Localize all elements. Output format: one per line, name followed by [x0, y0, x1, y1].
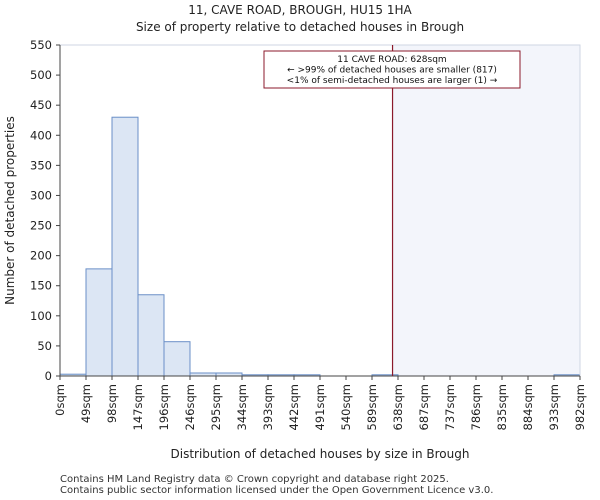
annotation-box — [263, 50, 521, 89]
x-tick-label: 638sqm — [391, 384, 405, 430]
y-tick-label: 200 — [30, 249, 52, 263]
footer-copyright: Contains HM Land Registry data © Crown c… — [60, 474, 449, 485]
annotation-line: 11 CAVE ROAD: 628sqm — [337, 55, 446, 65]
y-tick-label: 500 — [30, 68, 52, 82]
x-tick-label: 491sqm — [313, 384, 327, 430]
y-tick-label: 50 — [37, 339, 52, 353]
x-tick-label: 49sqm — [79, 384, 93, 423]
x-tick-label: 687sqm — [417, 384, 431, 430]
annotation-line: ← >99% of detached houses are smaller (8… — [287, 66, 497, 76]
x-tick-label: 737sqm — [443, 384, 457, 430]
x-axis-title: Distribution of detached houses by size … — [171, 447, 470, 461]
x-tick-label: 393sqm — [261, 384, 275, 430]
x-tick-label: 884sqm — [521, 384, 535, 430]
x-tick-label: 835sqm — [495, 384, 509, 430]
y-tick-label: 0 — [45, 369, 52, 383]
histogram-bar — [163, 341, 191, 377]
x-tick-label: 147sqm — [131, 384, 145, 430]
y-tick-label: 250 — [30, 219, 52, 233]
highlight-region — [392, 45, 580, 376]
chart-title: 11, CAVE ROAD, BROUGH, HU15 1HA — [188, 3, 412, 17]
chart-subtitle: Size of property relative to detached ho… — [135, 20, 465, 34]
y-tick-label: 450 — [30, 98, 52, 112]
histogram-bar — [137, 294, 165, 377]
x-tick-label: 786sqm — [469, 384, 483, 430]
x-tick-label: 933sqm — [547, 384, 561, 430]
x-tick-label: 982sqm — [573, 384, 587, 430]
x-tick-label: 442sqm — [287, 384, 301, 430]
y-tick-label: 400 — [30, 128, 52, 142]
y-tick-label: 350 — [30, 158, 52, 172]
x-tick-label: 540sqm — [339, 384, 353, 430]
x-tick-label: 589sqm — [365, 384, 379, 430]
y-tick-label: 550 — [30, 38, 52, 52]
y-tick-label: 100 — [30, 309, 52, 323]
x-tick-label: 0sqm — [53, 384, 67, 416]
x-tick-label: 98sqm — [105, 384, 119, 423]
x-tick-label: 196sqm — [157, 384, 171, 430]
histogram-bar — [85, 268, 113, 377]
histogram-bar — [111, 116, 139, 377]
y-axis-title: Number of detached properties — [3, 116, 17, 305]
x-tick-label: 246sqm — [183, 384, 197, 430]
x-tick-label: 344sqm — [235, 384, 249, 430]
y-tick-label: 150 — [30, 279, 52, 293]
annotation-line: <1% of semi-detached houses are larger (… — [287, 76, 498, 86]
histogram-chart: 0 50 100 150 200 250 300 350 400 450 500 550 0sqm 49s… — [3, 38, 587, 461]
x-tick-label: 295sqm — [209, 384, 223, 430]
y-tick-label: 300 — [30, 188, 52, 202]
footer-licence: Contains public sector information licen… — [60, 485, 494, 496]
